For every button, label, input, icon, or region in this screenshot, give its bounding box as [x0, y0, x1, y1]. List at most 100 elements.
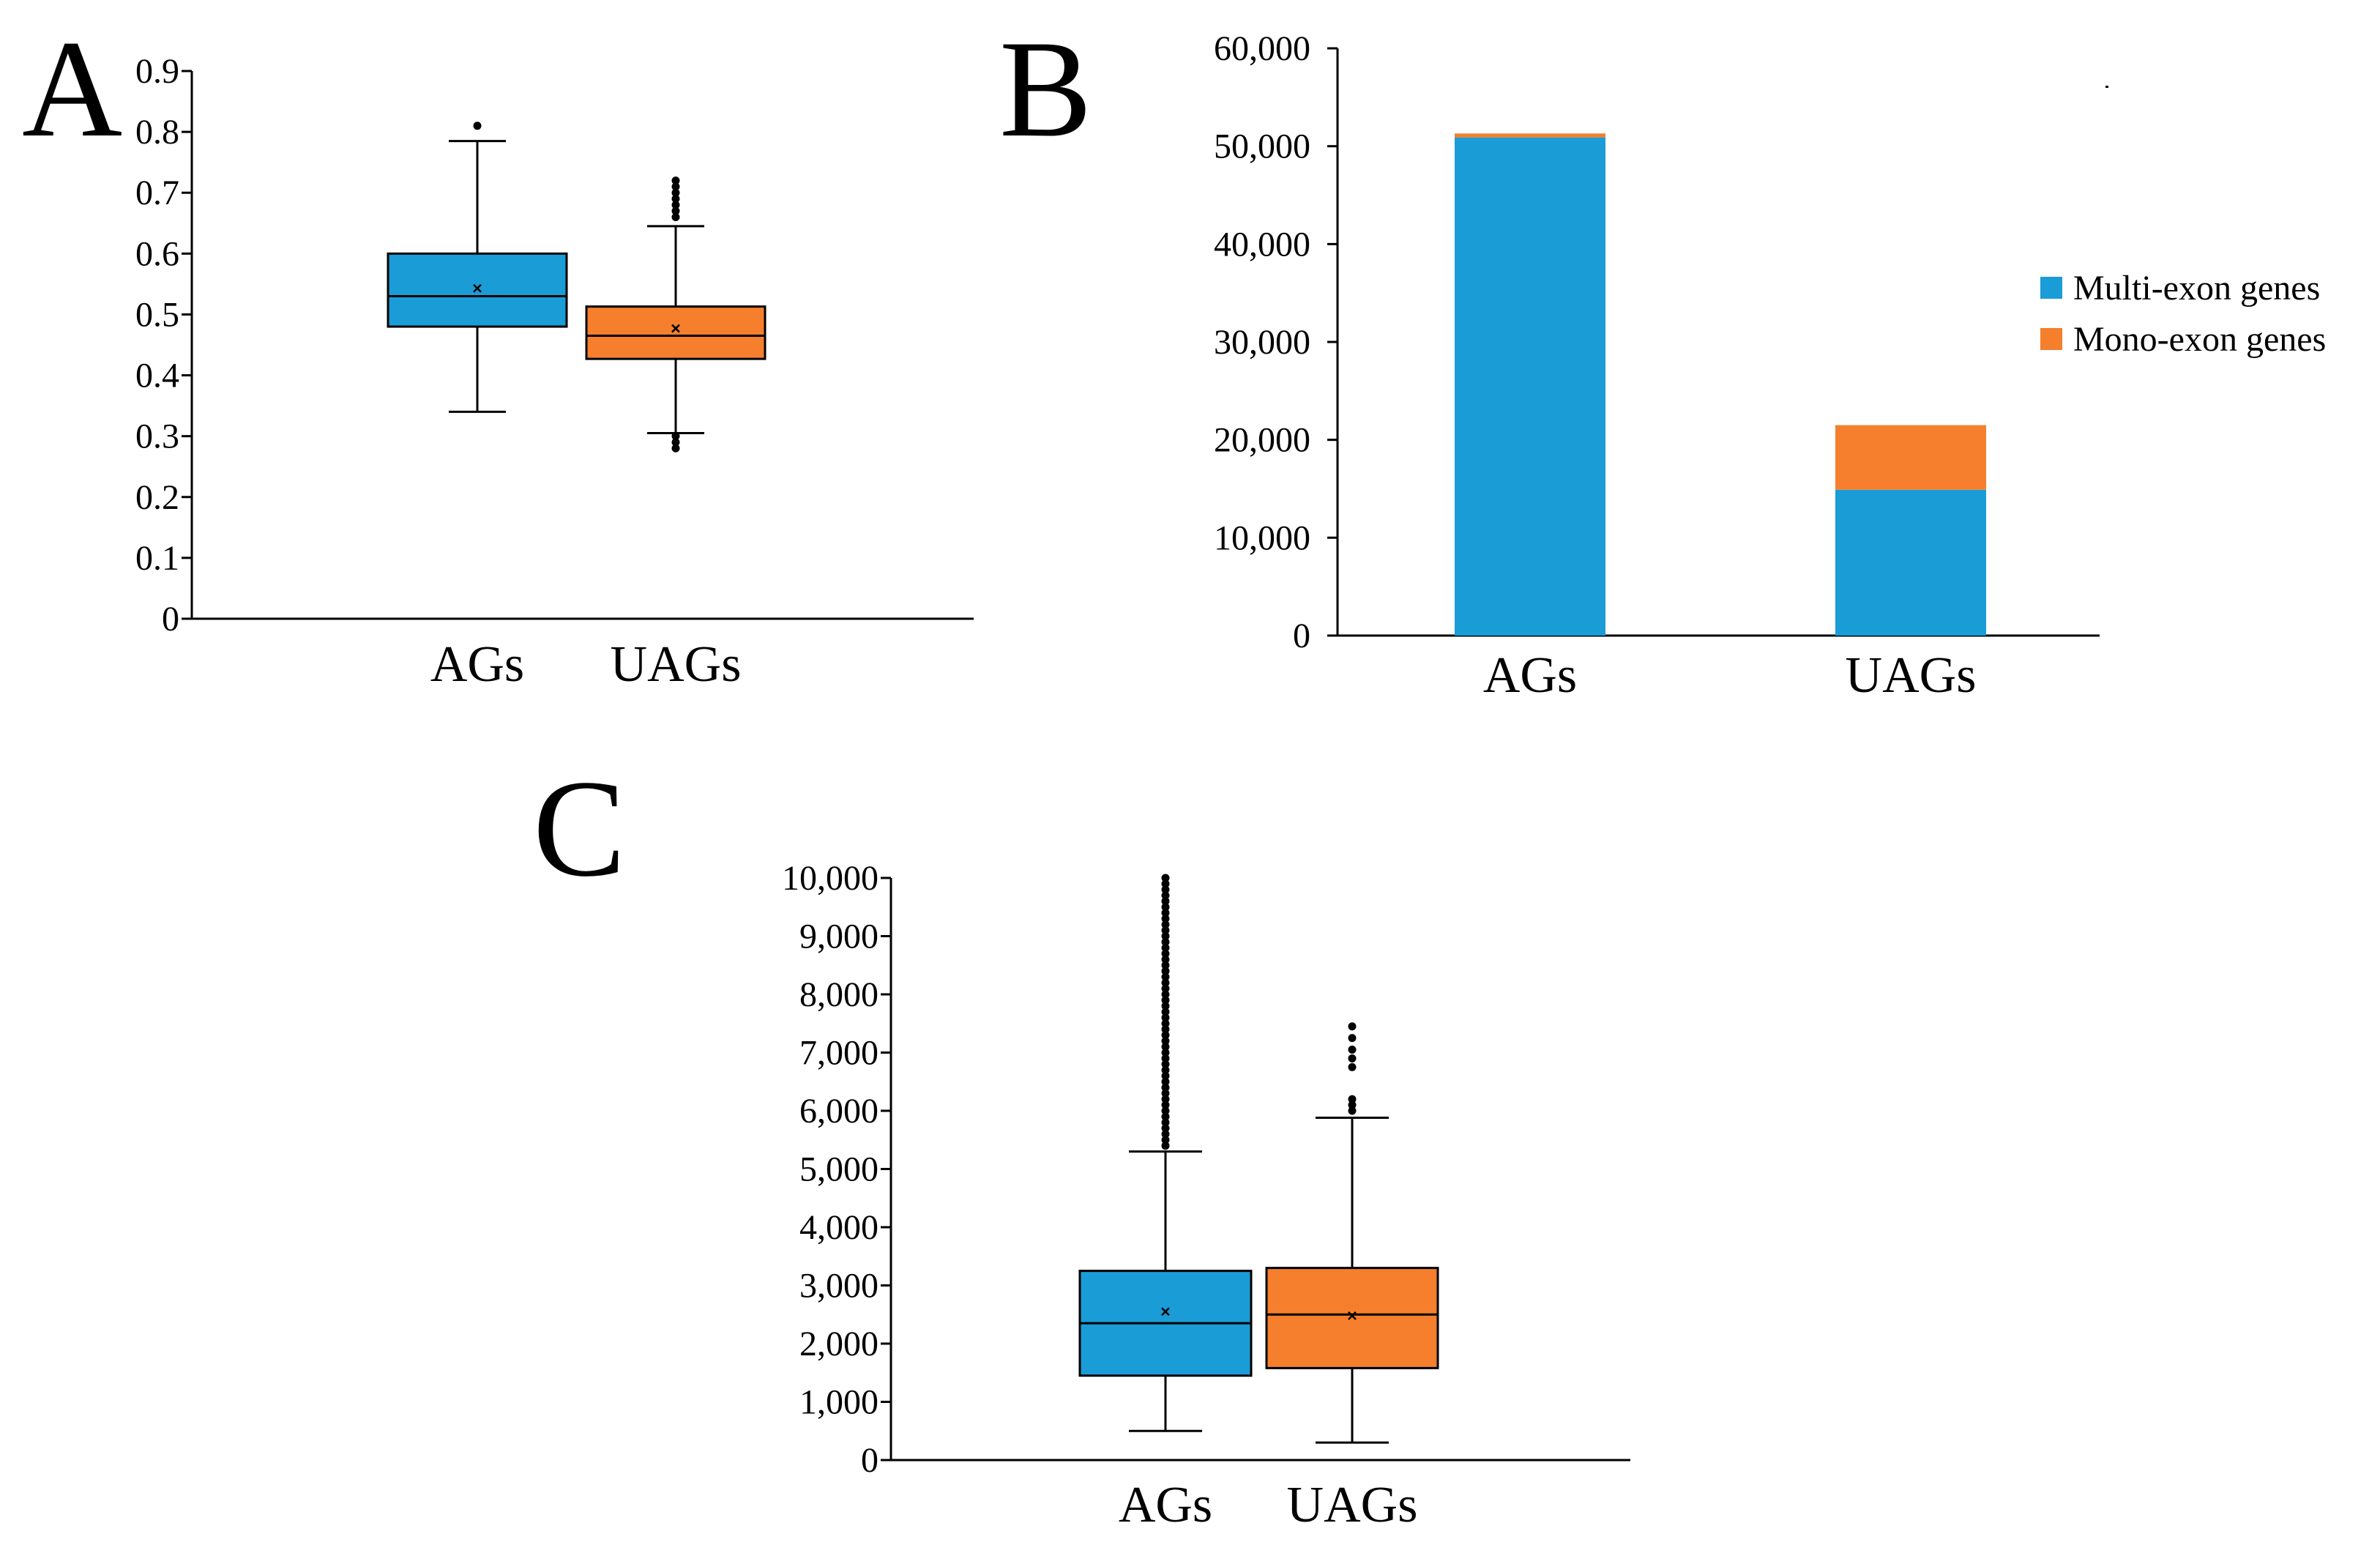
y-tick-label: 50,000 [1214, 127, 1310, 166]
outlier-point [1348, 1034, 1357, 1043]
y-tick-label: 2,000 [799, 1325, 878, 1363]
outlier-point [1161, 1106, 1170, 1115]
outlier-point [1161, 1083, 1170, 1092]
outlier-point [671, 438, 680, 447]
y-tick-label: 30,000 [1214, 323, 1310, 362]
outlier-point [1161, 990, 1170, 999]
mean-marker [671, 324, 680, 333]
legend-swatch-multi-exon-genes [2040, 277, 2062, 299]
box-uags [585, 176, 766, 453]
stray-dot-mark [2105, 86, 2108, 88]
box-ags [387, 122, 568, 413]
outlier-point [1161, 1043, 1170, 1051]
outlier-point [1161, 1065, 1170, 1074]
y-tick-label: 5,000 [799, 1150, 878, 1189]
outlier-point [1161, 909, 1170, 917]
x-category-label-uags: UAGs [1287, 1477, 1418, 1533]
bar-uags-multi-exon-genes [1835, 489, 1986, 636]
outlier-point [1161, 1089, 1170, 1098]
panel-a-label: A [22, 12, 122, 166]
x-category-label-uags: UAGs [611, 636, 742, 693]
y-tick-label: 0 [162, 600, 179, 639]
outlier-point [1161, 1031, 1170, 1040]
outlier-point [1161, 937, 1170, 946]
mean-marker [1161, 1307, 1170, 1317]
y-tick-label: 0.9 [135, 52, 179, 91]
y-tick-label: 0.7 [135, 174, 179, 212]
bar-ags-multi-exon-genes [1455, 137, 1605, 636]
outlier-point [1161, 1025, 1170, 1034]
outlier-point [1161, 926, 1170, 935]
y-tick-label: 0 [861, 1441, 878, 1480]
outlier-point [1348, 1022, 1357, 1031]
outlier-point [1348, 1054, 1357, 1062]
y-tick-label: 20,000 [1214, 421, 1310, 460]
outlier-point [1161, 1095, 1170, 1103]
outlier-point [1161, 1019, 1170, 1028]
y-tick-label: 10,000 [782, 859, 878, 898]
outlier-point [1161, 1077, 1170, 1086]
y-tick-label: 7,000 [799, 1034, 878, 1073]
outlier-point [1161, 1049, 1170, 1057]
outlier-point [1161, 897, 1170, 906]
outlier-point [1161, 879, 1170, 888]
panel-c-label: C [533, 752, 626, 906]
outlier-point [473, 122, 482, 130]
bar-uags-mono-exon-genes [1835, 425, 1986, 490]
box-ags [1078, 874, 1253, 1432]
outlier-point [1161, 1060, 1170, 1068]
legend: Multi-exon genes Mono-exon genes [2040, 269, 2326, 359]
outlier-point [671, 212, 680, 221]
outlier-point [1161, 1101, 1170, 1109]
outlier-point [1161, 1008, 1170, 1016]
box-iqr [585, 305, 766, 360]
outlier-point [671, 176, 680, 185]
y-tick-label: 40,000 [1214, 225, 1310, 264]
outlier-point [1161, 891, 1170, 900]
outlier-point [1161, 972, 1170, 981]
outlier-point [1161, 949, 1170, 958]
panel-b: B 0 10,000 20,000 30,000 40,000 50,000 60,000 A… [999, 12, 2326, 704]
outlier-point [671, 188, 680, 197]
mean-marker [473, 283, 482, 293]
outlier-point [1161, 1002, 1170, 1010]
outlier-point [1348, 1101, 1357, 1109]
y-tick-label: 0.2 [135, 478, 179, 517]
panel-b-label: B [999, 12, 1092, 166]
outlier-point [1161, 932, 1170, 940]
outlier-point [671, 432, 680, 441]
outlier-point [1161, 874, 1170, 882]
outlier-point [1161, 1130, 1170, 1139]
x-category-label-uags: UAGs [1846, 647, 1977, 704]
outlier-point [1161, 1054, 1170, 1062]
y-tick-label: 0.1 [135, 539, 179, 578]
legend-label-mono-exon-genes: Mono-exon genes [2073, 320, 2326, 359]
y-tick-label: 1,000 [799, 1383, 878, 1422]
legend-label-multi-exon-genes: Multi-exon genes [2073, 269, 2320, 308]
panel-c: C 0 1,000 2,000 3,000 4,000 5,000 6,000 7,000 8,… [533, 752, 1630, 1533]
outlier-point [1348, 1062, 1357, 1071]
outlier-point [1161, 1142, 1170, 1150]
outlier-point [671, 201, 680, 209]
box-uags [1265, 1022, 1439, 1444]
box-iqr [387, 252, 568, 328]
outlier-point [1161, 1071, 1170, 1080]
x-category-label-ags: AGs [1483, 647, 1577, 704]
outlier-point [671, 444, 680, 453]
y-tick-label: 10,000 [1214, 518, 1310, 557]
x-category-label-ags: AGs [430, 636, 524, 693]
outlier-point [1161, 943, 1170, 952]
y-tick-label: 0.4 [135, 357, 179, 395]
y-tick-label: 60,000 [1214, 29, 1310, 68]
y-tick-label: 3,000 [799, 1267, 878, 1306]
y-tick-label: 9,000 [799, 917, 878, 956]
outlier-point [1161, 903, 1170, 912]
outlier-point [1161, 1118, 1170, 1127]
outlier-point [1161, 978, 1170, 987]
y-tick-label: 6,000 [799, 1092, 878, 1131]
panel-a: A 0 0.1 0.2 0.3 0.4 0.5 0.6 0.7 0.8 0.9 AGs UAGs [22, 12, 974, 693]
outlier-point [1161, 967, 1170, 975]
y-tick-label: 8,000 [799, 975, 878, 1014]
outlier-point [1161, 1037, 1170, 1046]
